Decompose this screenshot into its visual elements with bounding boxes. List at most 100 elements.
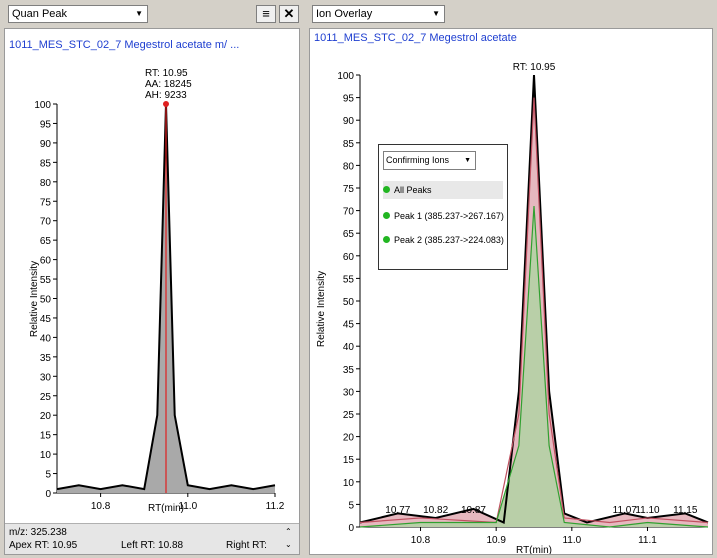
y-tick-label: 95	[343, 94, 355, 105]
peak-rt-label: 11.07	[613, 505, 638, 516]
x-tick-label: 10.8	[411, 535, 431, 546]
y-tick-label: 60	[343, 252, 355, 263]
series-fill	[360, 206, 708, 527]
quan-peak-chart: 0 5 10 15 20 25 30 35 40 45 50 55 60 65 70 75 80 85 90 95 10…	[29, 68, 285, 514]
y-tick-label: 85	[343, 139, 355, 150]
right-rt-value: Right RT:	[226, 540, 267, 551]
confirming-ions-label: Confirming Ions	[386, 155, 450, 165]
y-tick-label: 75	[40, 197, 52, 208]
y-tick-label: 30	[40, 372, 52, 383]
legend-dot-icon	[383, 212, 390, 220]
y-tick-label: 40	[343, 342, 355, 353]
confirming-ions-legend: Confirming Ions ▼ All Peaks Peak 1 (385.…	[378, 144, 508, 270]
y-tick-label: 60	[40, 256, 52, 267]
x-tick-label: 10.9	[486, 535, 506, 546]
y-tick-label: 35	[40, 353, 52, 364]
y-tick-label: 80	[40, 178, 52, 189]
y-tick-label: 50	[40, 295, 52, 306]
y-tick-label: 100	[34, 100, 51, 111]
legend-item-label: Peak 1 (385.237->267.167)	[394, 211, 504, 221]
peak-annotation: AA: 18245	[145, 79, 192, 90]
y-tick-label: 45	[343, 320, 355, 331]
y-tick-label: 50	[343, 297, 355, 308]
dropdown-arrow-icon: ▼	[432, 9, 440, 18]
legend-item-label: All Peaks	[394, 185, 432, 195]
quan-peak-select[interactable]: Quan Peak ▼	[8, 5, 148, 23]
peak-info-bar: m/z: 325.238 Apex RT: 10.95 Left RT: 10.…	[5, 523, 299, 554]
y-tick-label: 20	[343, 433, 355, 444]
y-tick-label: 5	[348, 500, 354, 511]
legend-dot-icon	[383, 236, 390, 244]
peak-annotation: RT: 10.95	[145, 68, 188, 79]
scroll-arrow-icon[interactable]: ⌄	[285, 540, 292, 549]
y-tick-label: 15	[40, 431, 52, 442]
y-tick-label: 30	[343, 387, 355, 398]
y-tick-label: 70	[343, 207, 355, 218]
peak-rt-label: 10.87	[461, 505, 486, 516]
y-tick-label: 20	[40, 411, 52, 422]
y-tick-label: 65	[40, 236, 52, 247]
y-tick-label: 25	[40, 392, 52, 403]
scroll-arrow-icon[interactable]: ⌃	[285, 527, 292, 536]
y-tick-label: 90	[343, 116, 355, 127]
x-tick-label: 11.1	[638, 535, 657, 546]
ion-overlay-label: Ion Overlay	[316, 8, 373, 20]
legend-dot-icon	[383, 186, 390, 194]
y-tick-label: 55	[40, 275, 52, 286]
y-tick-label: 85	[40, 158, 52, 169]
y-tick-label: 0	[348, 523, 354, 534]
series-line	[359, 97, 709, 524]
legend-item-peak-2[interactable]: Peak 2 (385.237->224.083)	[383, 231, 504, 249]
x-tick-label: 11.0	[178, 501, 197, 512]
series-line	[359, 206, 709, 528]
y-axis-label: Relative Intensity	[316, 271, 327, 347]
y-tick-label: 100	[337, 71, 354, 82]
close-button[interactable]: ✕	[279, 5, 299, 23]
y-tick-label: 40	[40, 333, 52, 344]
y-tick-label: 10	[343, 478, 355, 489]
legend-item-all-peaks[interactable]: All Peaks	[383, 181, 503, 199]
mz-value: m/z: 325.238	[9, 527, 67, 538]
x-tick-label: 11.2	[266, 501, 285, 512]
y-tick-label: 95	[40, 119, 52, 130]
legend-item-label: Peak 2 (385.237->224.083)	[394, 235, 504, 245]
y-tick-label: 70	[40, 217, 52, 228]
peak-rt-label: 10.77	[385, 505, 410, 516]
y-tick-label: 5	[45, 470, 51, 481]
apex-rt-value: Apex RT: 10.95	[9, 540, 78, 551]
series-line	[359, 74, 709, 524]
y-tick-label: 35	[343, 365, 355, 376]
apex-marker	[163, 101, 169, 107]
y-tick-label: 25	[343, 410, 355, 421]
pin-icon: ≡	[262, 6, 270, 21]
left-header[interactable]: 1011_MES_STC_02_7 Megestrol acetate m/ .…	[9, 39, 240, 51]
y-tick-label: 10	[40, 450, 52, 461]
peak-rt-label: 11.10	[635, 505, 660, 516]
dropdown-arrow-icon: ▼	[135, 9, 143, 18]
peak-rt-label: 10.82	[423, 505, 448, 516]
y-tick-label: 65	[343, 229, 355, 240]
y-tick-label: 15	[343, 455, 355, 466]
y-tick-label: 0	[45, 489, 51, 500]
peak-rt-label: 11.15	[673, 505, 698, 516]
right-header[interactable]: 1011_MES_STC_02_7 Megestrol acetate	[314, 32, 517, 44]
dropdown-arrow-icon: ▼	[464, 157, 471, 164]
y-tick-label: 75	[343, 184, 355, 195]
y-tick-label: 90	[40, 139, 52, 150]
pin-button[interactable]: ≡	[256, 5, 276, 23]
ion-overlay-select[interactable]: Ion Overlay ▼	[312, 5, 445, 23]
y-tick-label: 55	[343, 274, 355, 285]
x-tick-label: 11.0	[562, 535, 581, 546]
quan-peak-pane: 1011_MES_STC_02_7 Megestrol acetate m/ .…	[4, 28, 300, 555]
peak-annotation: RT: 10.95	[513, 62, 556, 73]
x-tick-label: 10.8	[91, 501, 111, 512]
y-tick-label: 45	[40, 314, 52, 325]
peak-annotation: AH: 9233	[145, 90, 187, 101]
left-rt-value: Left RT: 10.88	[121, 540, 184, 551]
close-icon: ✕	[283, 6, 295, 21]
x-axis-label: RT(min)	[148, 503, 184, 514]
legend-item-peak-1[interactable]: Peak 1 (385.237->267.167)	[383, 207, 504, 225]
ion-overlay-pane: 1011_MES_STC_02_7 Megestrol acetate 0 5 10…	[309, 28, 713, 555]
quan-peak-label: Quan Peak	[12, 8, 68, 20]
confirming-ions-select[interactable]: Confirming Ions ▼	[383, 151, 476, 170]
